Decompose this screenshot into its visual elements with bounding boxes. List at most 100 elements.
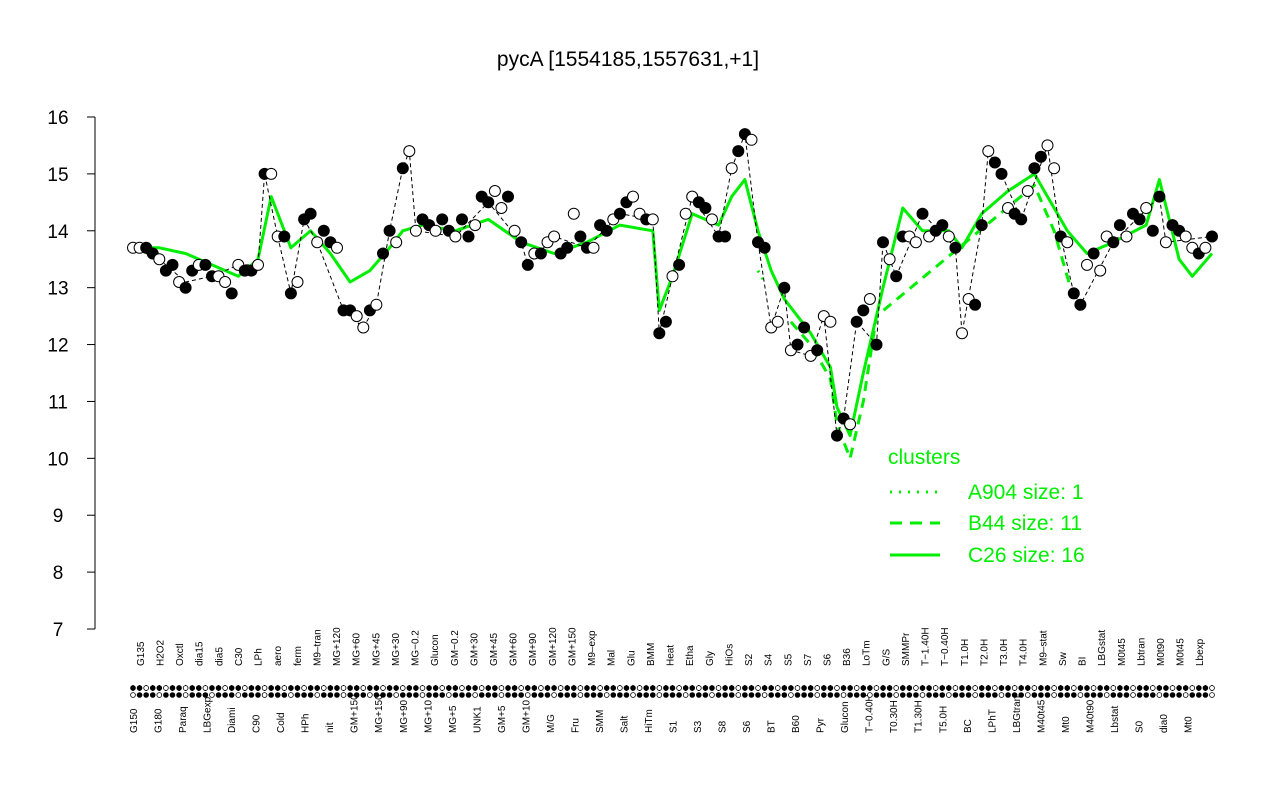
data-point bbox=[225, 287, 238, 300]
x-tick-dot bbox=[465, 685, 472, 691]
x-tick-dot bbox=[696, 692, 702, 698]
x-tick-dot bbox=[939, 685, 946, 691]
x-tick-dot bbox=[268, 692, 274, 698]
data-point bbox=[613, 207, 626, 220]
legend-label-b44: B44 size: 11 bbox=[968, 512, 1082, 535]
x-tick-dot bbox=[682, 685, 689, 691]
x-tick-dot bbox=[439, 685, 446, 691]
x-tick-label: G180 bbox=[154, 708, 165, 733]
y-tick-label: 13 bbox=[47, 279, 68, 300]
x-tick-dot bbox=[952, 685, 959, 691]
x-tick-dot bbox=[413, 692, 419, 698]
x-tick-label: LPh bbox=[254, 648, 265, 666]
x-tick-dot bbox=[524, 685, 531, 691]
x-tick-dot bbox=[1123, 692, 1130, 698]
x-tick-label: S2 bbox=[744, 653, 755, 666]
x-tick-dot bbox=[340, 685, 347, 691]
x-tick-dot bbox=[893, 692, 899, 698]
data-point bbox=[1021, 185, 1034, 197]
x-tick-dot bbox=[939, 692, 946, 698]
x-tick-dot bbox=[669, 685, 676, 691]
x-tick-dot bbox=[163, 692, 169, 698]
x-tick-dot bbox=[610, 685, 617, 691]
x-tick-dot bbox=[1169, 692, 1176, 698]
data-point bbox=[1113, 219, 1126, 232]
x-tick-dot bbox=[399, 692, 406, 698]
x-tick-dot bbox=[274, 685, 281, 691]
data-point bbox=[824, 315, 837, 328]
x-tick-dot bbox=[261, 685, 268, 691]
x-tick-label: GM+5 bbox=[497, 705, 508, 733]
data-point bbox=[831, 429, 843, 442]
x-tick-dot bbox=[913, 692, 919, 698]
x-tick-label: C90 bbox=[252, 714, 263, 733]
data-point bbox=[673, 258, 686, 271]
x-tick-dot bbox=[432, 685, 439, 691]
x-tick-dot bbox=[426, 685, 432, 691]
x-tick-dot bbox=[485, 685, 492, 691]
x-tick-dot bbox=[314, 692, 321, 698]
data-point bbox=[179, 281, 192, 294]
x-tick-dot bbox=[215, 685, 222, 691]
data-point bbox=[449, 230, 462, 243]
x-tick-dot bbox=[1084, 685, 1090, 691]
x-tick-label: MG−0.2 bbox=[411, 630, 422, 666]
x-tick-dot bbox=[630, 685, 636, 691]
data-point bbox=[975, 219, 988, 232]
x-tick-dot bbox=[1202, 692, 1209, 698]
y-tick-label: 8 bbox=[53, 563, 64, 584]
x-tick-label: GM+150 bbox=[567, 627, 578, 666]
x-tick-dot bbox=[1117, 692, 1123, 698]
x-tick-dot bbox=[459, 685, 465, 691]
data-point bbox=[1146, 224, 1159, 237]
chart-title: pycA [1554185,1557631,+1] bbox=[497, 48, 759, 71]
x-tick-dot bbox=[702, 692, 709, 698]
x-tick-dot bbox=[1149, 692, 1156, 698]
x-tick-label: Salt bbox=[619, 716, 630, 733]
x-tick-label: nit bbox=[325, 722, 336, 733]
x-tick-dot bbox=[1097, 685, 1103, 691]
x-tick-dot bbox=[873, 685, 880, 691]
x-tick-dot bbox=[281, 692, 288, 698]
data-point bbox=[909, 236, 922, 249]
data-point bbox=[890, 270, 903, 283]
x-tick-dot bbox=[1011, 685, 1018, 691]
x-tick-dot bbox=[1110, 685, 1117, 691]
x-tick-dot bbox=[1071, 685, 1077, 691]
x-tick-dot bbox=[959, 685, 965, 691]
x-tick-dot bbox=[1005, 685, 1011, 691]
data-point bbox=[771, 315, 784, 328]
x-tick-dot bbox=[623, 692, 630, 698]
x-tick-dot bbox=[1196, 692, 1202, 698]
x-tick-dot bbox=[965, 685, 972, 691]
x-tick-dot bbox=[630, 692, 636, 698]
x-tick-dot bbox=[1130, 685, 1136, 691]
data-point bbox=[311, 236, 324, 249]
data-point bbox=[291, 276, 304, 288]
x-tick-dot bbox=[972, 685, 978, 691]
legend-title: clusters bbox=[888, 446, 960, 469]
x-tick-dot bbox=[544, 685, 551, 691]
data-point bbox=[1034, 150, 1047, 163]
x-tick-dot bbox=[913, 685, 919, 691]
data-point bbox=[1153, 190, 1166, 203]
x-tick-label: Sw bbox=[1058, 651, 1069, 666]
x-tick-dot bbox=[577, 692, 584, 698]
data-point bbox=[1067, 287, 1080, 300]
data-point bbox=[574, 230, 587, 243]
x-tick-dot bbox=[992, 685, 998, 691]
x-tick-dot bbox=[1156, 692, 1163, 698]
x-tick-dot bbox=[1057, 692, 1064, 698]
data-point bbox=[600, 224, 613, 237]
x-tick-dot bbox=[551, 692, 557, 698]
x-tick-label: Mal bbox=[607, 650, 618, 666]
x-tick-dot bbox=[1136, 692, 1143, 698]
x-tick-dot bbox=[478, 692, 485, 698]
x-tick-dot bbox=[531, 685, 538, 691]
data-point bbox=[1199, 241, 1212, 254]
x-tick-dot bbox=[1209, 692, 1215, 698]
data-point bbox=[370, 298, 383, 311]
x-tick-label: MG+10 bbox=[423, 699, 434, 733]
x-tick-dot bbox=[985, 692, 992, 698]
